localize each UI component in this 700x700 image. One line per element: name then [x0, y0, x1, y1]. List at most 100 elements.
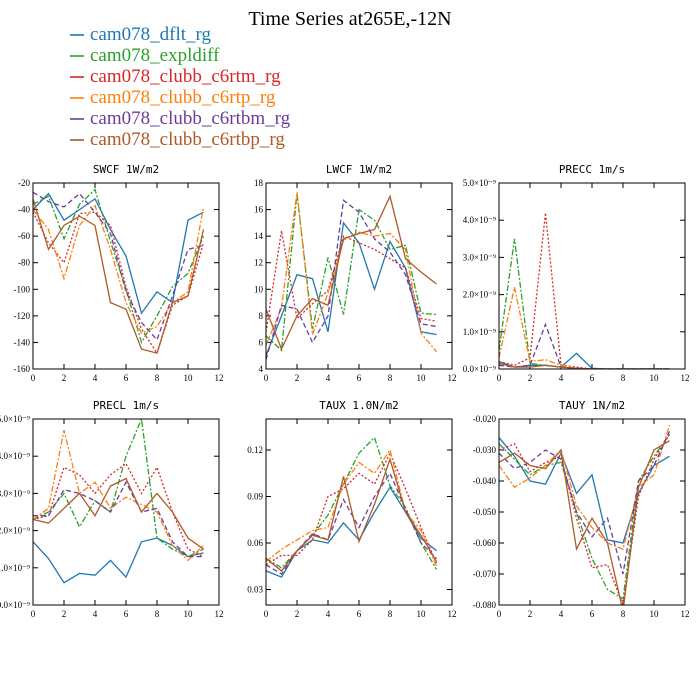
x-tick-label: 0 — [264, 373, 269, 383]
series-line-cam078_dflt_rg — [266, 221, 437, 356]
plot-frame — [498, 418, 686, 606]
chart-panel: LWCF 1W/m2 0 2 4 6 8 10 12 4 6 8 10 12 14 16 18 — [254, 163, 457, 383]
y-tick-label: -60 — [18, 231, 30, 241]
legend-item: cam078_clubb_c6rtp_rg — [70, 87, 276, 108]
y-tick-label: 12 — [254, 258, 263, 268]
y-tick-label: -120 — [14, 311, 31, 321]
y-tick-label: 4.0×10⁻⁹ — [463, 215, 496, 225]
series-line-cam078_expldiff — [266, 193, 437, 352]
x-tick-label: 8 — [155, 609, 160, 619]
legend-label: cam078_dflt_rg — [90, 24, 212, 45]
series-line-cam078_clubb_c6rtm_rg — [266, 451, 438, 566]
x-tick-label: 4 — [559, 373, 564, 383]
x-tick-label: 4 — [559, 609, 564, 619]
x-tick-label: 12 — [681, 609, 690, 619]
series-line-cam078_clubb_c6rtm_rg — [33, 462, 204, 558]
panels: SWCF 1W/m2 0 2 4 6 8 10 12 -160 -140 -120 -100 -80 -6… — [0, 163, 690, 619]
y-tick-label: 6 — [259, 337, 264, 347]
x-tick-label: 6 — [357, 373, 362, 383]
chart-panel: PRECL 1m/s 0 2 4 6 8 10 12 0.0×10⁻⁹ 1.0×10⁻⁹ 2.0×1… — [0, 399, 224, 619]
x-tick-label: 2 — [295, 373, 300, 383]
series-line-cam078_clubb_c6rtm_rg — [33, 211, 205, 355]
y-tick-label: 2.0×10⁻⁹ — [463, 290, 496, 300]
series-line-cam078_dflt_rg — [266, 485, 437, 578]
series-line-cam078_dflt_rg — [33, 537, 204, 584]
x-tick-label: 4 — [326, 609, 331, 619]
series-line-cam078_clubb_c6rtbm_rg — [499, 322, 670, 369]
series-line-cam078_expldiff — [33, 419, 204, 558]
y-tick-label: 10 — [254, 284, 264, 294]
y-tick-label: 4 — [259, 364, 264, 374]
panel-title: PRECL 1m/s — [93, 399, 159, 412]
series-line-cam078_clubb_c6rtbm_rg — [266, 199, 437, 360]
y-tick-label: 3.0×10⁻⁹ — [463, 252, 496, 262]
y-tick-label: 0.09 — [247, 492, 263, 502]
x-tick-label: 6 — [124, 373, 129, 383]
legend-label: cam078_clubb_c6rtbm_rg — [90, 108, 291, 129]
x-tick-label: 12 — [448, 609, 457, 619]
x-tick-label: 8 — [388, 373, 393, 383]
y-tick-label: -0.070 — [473, 569, 497, 579]
legend-label: cam078_expldiff — [90, 45, 220, 66]
panel-title: PRECC 1m/s — [559, 163, 625, 176]
chart-panel: TAUX 1.0N/m2 0 2 4 6 8 10 12 0.03 0.06 0.09 0.12 — [247, 399, 456, 619]
series-line-cam078_clubb_c6rtbp_rg — [266, 457, 438, 572]
x-tick-label: 2 — [295, 609, 300, 619]
x-tick-label: 2 — [528, 609, 533, 619]
x-tick-label: 0 — [497, 609, 502, 619]
series-line-cam078_dflt_rg — [33, 192, 204, 315]
series-line-cam078_clubb_c6rtm_rg — [499, 212, 670, 369]
y-tick-label: 0.03 — [247, 585, 263, 595]
series-line-cam078_clubb_c6rtp_rg — [499, 287, 670, 369]
legend-item: cam078_expldiff — [70, 45, 220, 66]
x-tick-label: 12 — [448, 373, 457, 383]
y-tick-label: -0.080 — [473, 600, 497, 610]
y-tick-label: 0.12 — [247, 445, 263, 455]
y-tick-label: 16 — [254, 205, 264, 215]
y-tick-label: 1.0×10⁻⁹ — [463, 327, 496, 337]
x-tick-label: 10 — [417, 373, 427, 383]
y-tick-label: 5.0×10⁻⁹ — [0, 414, 30, 424]
x-tick-label: 10 — [650, 373, 660, 383]
y-tick-label: 8 — [259, 311, 264, 321]
y-tick-label: -80 — [18, 258, 30, 268]
series-line-cam078_clubb_c6rtbm_rg — [33, 480, 204, 558]
x-tick-label: 6 — [590, 609, 595, 619]
plot-frame — [32, 418, 220, 606]
series-line-cam078_clubb_c6rtm_rg — [266, 230, 437, 332]
series-line-cam078_clubb_c6rtbp_rg — [33, 477, 204, 550]
legend-item: cam078_clubb_c6rtbp_rg — [70, 129, 285, 150]
chart-panel: SWCF 1W/m2 0 2 4 6 8 10 12 -160 -140 -120 -100 -80 -6… — [14, 163, 224, 383]
legend-label: cam078_clubb_c6rtp_rg — [90, 87, 276, 108]
x-tick-label: 10 — [650, 609, 660, 619]
y-tick-label: 0.0×10⁻⁹ — [463, 364, 496, 374]
y-tick-label: 1.0×10⁻⁹ — [0, 563, 30, 573]
series-line-cam078_clubb_c6rtbm_rg — [499, 431, 671, 575]
y-tick-label: -40 — [18, 205, 30, 215]
series-line-cam078_expldiff — [499, 434, 671, 600]
chart-panel: TAUY 1N/m2 0 2 4 6 8 10 12 -0.080 -0.070 -0.060 -0.… — [473, 399, 690, 619]
panel-title: SWCF 1W/m2 — [93, 163, 159, 176]
x-tick-label: 6 — [590, 373, 595, 383]
plot-frame — [498, 182, 686, 370]
y-tick-label: -0.050 — [473, 507, 497, 517]
x-tick-label: 10 — [417, 609, 427, 619]
x-tick-label: 0 — [264, 609, 269, 619]
y-tick-label: -0.060 — [473, 538, 497, 548]
series-line-cam078_clubb_c6rtbp_rg — [33, 198, 205, 354]
plot-frame — [32, 182, 220, 370]
x-tick-label: 8 — [621, 373, 626, 383]
legend-item: cam078_clubb_c6rtbm_rg — [70, 108, 291, 129]
y-tick-label: -100 — [14, 284, 31, 294]
y-tick-label: 3.0×10⁻⁹ — [0, 488, 30, 498]
chart-panel: PRECC 1m/s 0 2 4 6 8 10 12 0.0×10⁻⁹ 1.0×10⁻⁹ 2.0×1… — [463, 163, 690, 383]
x-tick-label: 6 — [124, 609, 129, 619]
series-line-cam078_expldiff — [33, 188, 205, 345]
x-tick-label: 2 — [62, 373, 67, 383]
x-tick-label: 4 — [326, 373, 331, 383]
y-tick-label: -140 — [14, 337, 31, 347]
x-tick-label: 2 — [528, 373, 533, 383]
y-tick-label: 5.0×10⁻⁹ — [463, 178, 496, 188]
